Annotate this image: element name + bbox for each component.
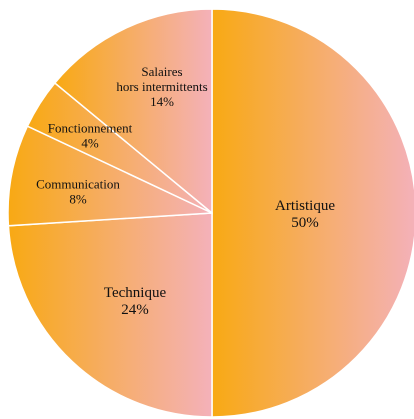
slice-value-label: 24% — [121, 302, 149, 318]
slice-value-label: 4% — [81, 135, 99, 150]
slice-label: Salaires hors intermittents — [116, 64, 207, 94]
slice-label: Artistique — [275, 198, 335, 214]
slice-label: Technique — [104, 285, 167, 301]
slice-label: Fonctionnement — [48, 120, 133, 135]
pie-slice — [7, 125, 213, 227]
pie-slice — [211, 8, 414, 418]
pie-slice — [53, 8, 213, 215]
pie-slice — [7, 212, 213, 418]
slice-label: Communication — [36, 176, 120, 191]
slice-value-label: 14% — [150, 94, 174, 109]
slice-value-label: 8% — [69, 191, 87, 206]
slice-value-label: 50% — [291, 215, 319, 231]
